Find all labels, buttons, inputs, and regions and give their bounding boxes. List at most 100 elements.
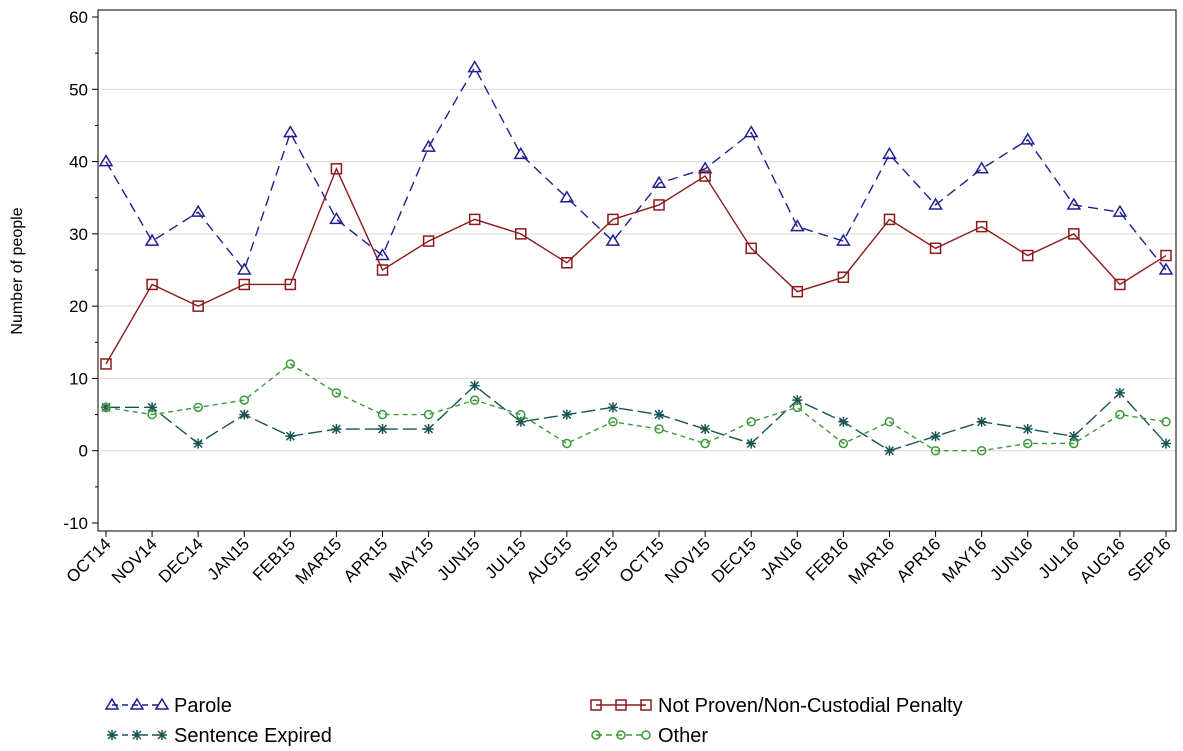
data-point xyxy=(1115,409,1125,420)
legend-label: Not Proven/Non-Custodial Penalty xyxy=(658,695,963,717)
data-point xyxy=(1022,438,1033,449)
data-point xyxy=(561,409,572,420)
data-point xyxy=(651,175,667,189)
data-point xyxy=(1020,132,1036,145)
data-point xyxy=(607,213,619,226)
data-point xyxy=(1068,431,1079,442)
legend-item: Other xyxy=(591,725,708,747)
data-point xyxy=(1069,438,1079,449)
y-tick-label: 10 xyxy=(69,369,88,388)
axes: -100102030405060OCT14NOV14DEC14JAN15FEB1… xyxy=(63,8,1175,588)
data-point xyxy=(331,424,342,435)
data-point xyxy=(285,431,296,442)
data-point xyxy=(468,213,481,226)
data-point xyxy=(469,395,480,405)
series-line xyxy=(106,384,1167,452)
gridlines xyxy=(98,88,1176,452)
data-point xyxy=(1161,438,1171,449)
legend-swatch-marker xyxy=(615,699,627,711)
data-point xyxy=(654,409,665,420)
data-point xyxy=(146,278,158,291)
data-point xyxy=(745,242,757,255)
data-point xyxy=(746,438,757,449)
data-point xyxy=(144,233,160,246)
data-point xyxy=(1112,204,1128,217)
data-point xyxy=(605,233,621,246)
data-point xyxy=(1066,197,1082,210)
legend-swatch-marker xyxy=(640,699,652,711)
data-point xyxy=(930,431,941,442)
x-tick-label: JAN15 xyxy=(204,534,254,584)
data-point xyxy=(883,213,896,226)
data-point xyxy=(284,278,297,291)
x-tick-label: MAR16 xyxy=(845,534,899,588)
data-point xyxy=(743,125,759,138)
data-point xyxy=(421,139,436,152)
data-point xyxy=(930,445,941,456)
data-point xyxy=(928,197,943,210)
data-point xyxy=(838,438,849,449)
data-point xyxy=(329,211,344,225)
data-point xyxy=(1114,278,1126,291)
data-point xyxy=(791,285,804,298)
data-point xyxy=(285,359,296,369)
data-point xyxy=(608,417,618,427)
data-point xyxy=(836,233,851,246)
x-tick-label: SEP16 xyxy=(1124,534,1175,585)
x-tick-label: MAY16 xyxy=(939,534,991,586)
x-tick-label: JUL15 xyxy=(481,534,529,582)
y-tick-label: -10 xyxy=(63,514,88,533)
data-point xyxy=(1022,424,1033,435)
legend-swatch-marker xyxy=(129,697,145,710)
data-point xyxy=(559,190,575,203)
data-point xyxy=(190,204,206,217)
series-line xyxy=(105,167,1167,365)
legend-swatch-marker xyxy=(641,730,651,740)
legend-swatch-marker xyxy=(591,730,601,740)
x-tick-label: OCT14 xyxy=(63,534,115,586)
data-point xyxy=(377,409,388,420)
data-point xyxy=(331,388,342,398)
data-point xyxy=(98,154,114,167)
legend-swatch-marker xyxy=(104,697,120,710)
data-point xyxy=(746,417,756,427)
x-tick-label: MAY15 xyxy=(385,534,437,586)
x-tick-label: SEP15 xyxy=(571,534,622,585)
data-point xyxy=(1158,262,1174,275)
series-group xyxy=(98,60,1174,456)
data-point xyxy=(377,424,388,435)
data-point xyxy=(976,445,987,456)
data-point xyxy=(884,445,895,456)
data-point xyxy=(697,161,713,174)
data-point xyxy=(882,146,897,160)
series-parole xyxy=(98,60,1174,275)
data-point xyxy=(561,257,573,269)
data-point xyxy=(884,417,895,427)
plot-area xyxy=(97,9,1177,532)
data-point xyxy=(423,424,434,435)
data-point xyxy=(516,409,526,420)
x-tick-label: DEC15 xyxy=(708,534,760,586)
y-axis-title: Number of people xyxy=(9,207,26,334)
x-tick-label: JAN16 xyxy=(757,534,807,584)
data-point xyxy=(1114,387,1125,398)
data-point xyxy=(974,161,989,174)
data-point xyxy=(838,416,849,427)
legend-swatch-marker xyxy=(590,699,602,711)
data-point xyxy=(376,264,389,276)
y-tick-label: 20 xyxy=(69,297,88,316)
legend-label: Other xyxy=(658,725,708,747)
series-line xyxy=(105,363,1167,452)
data-point xyxy=(423,409,434,420)
data-point xyxy=(100,358,112,370)
series-not-proven-non-custodial-penalty xyxy=(100,163,1172,370)
data-point xyxy=(422,235,435,247)
x-tick-label: OCT15 xyxy=(616,534,668,586)
x-tick-label: JUL16 xyxy=(1034,534,1082,582)
x-tick-label: MAR15 xyxy=(292,534,346,588)
data-point xyxy=(236,262,252,275)
data-point xyxy=(467,60,483,73)
legend-item: Sentence Expired xyxy=(107,725,332,747)
legend-swatch-marker xyxy=(107,730,117,740)
data-point xyxy=(238,278,251,291)
